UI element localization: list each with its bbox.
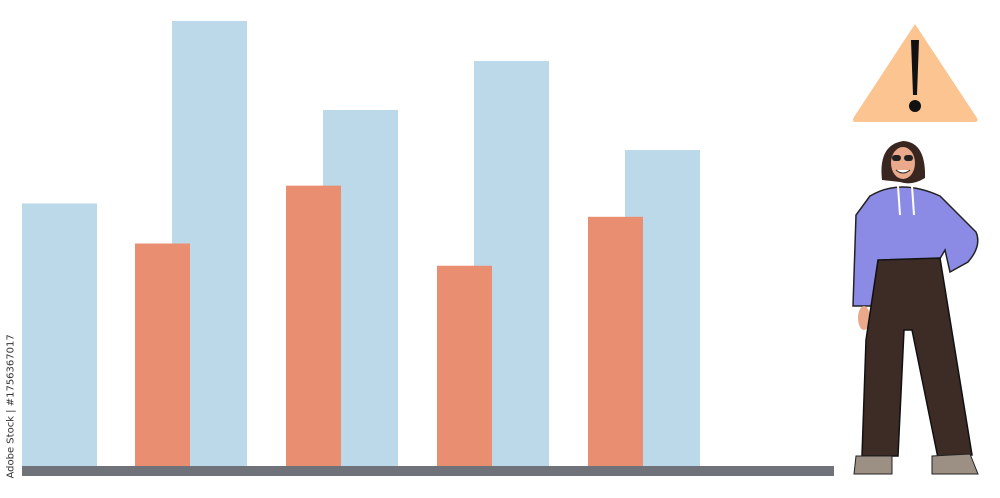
- blue-bar-1: [22, 203, 97, 466]
- person-illustration: [852, 141, 979, 475]
- bars: [22, 21, 700, 467]
- orange-bar-3: [286, 185, 341, 466]
- orange-bar-4: [437, 265, 492, 466]
- watermark: Adobe Stock | #1756367017: [5, 334, 17, 479]
- orange-bar-2: [135, 243, 190, 466]
- warning-triangle-icon: [852, 24, 978, 122]
- x-axis-baseline: [22, 466, 834, 476]
- orange-bar-5: [588, 216, 643, 466]
